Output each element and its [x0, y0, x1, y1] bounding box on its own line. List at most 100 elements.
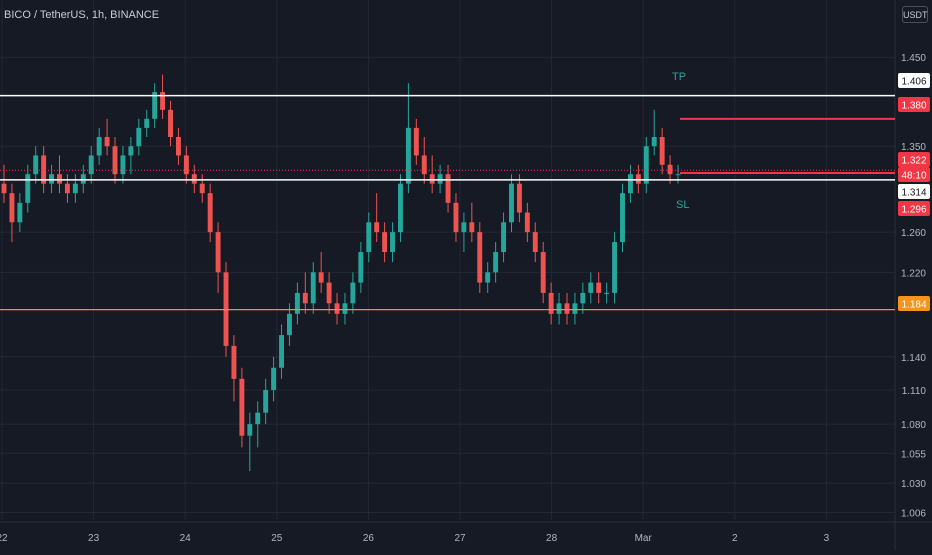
candle-body: [509, 183, 514, 223]
take_profit-price-tag: [898, 97, 930, 112]
currency-button[interactable]: USDT: [902, 6, 928, 23]
candle-body: [144, 118, 150, 128]
candle-body: [524, 212, 530, 233]
candle-body: [342, 303, 348, 314]
candles: [1, 74, 681, 472]
candle-body: [596, 282, 602, 293]
candle-body: [207, 193, 213, 233]
x-tick-label: Mar: [635, 533, 653, 544]
candle-body: [271, 367, 277, 391]
candle-body: [263, 390, 269, 413]
candle-body: [334, 303, 340, 314]
candle-body: [493, 252, 499, 273]
last-price-tag: [898, 152, 930, 167]
y-tick-label: 1.006: [901, 509, 926, 520]
candle-body: [516, 183, 522, 213]
candle-body: [667, 164, 673, 175]
candle-body: [429, 174, 435, 184]
candle-body: [287, 313, 292, 336]
candle-body: [279, 335, 284, 368]
last-price-label: 1.322: [901, 156, 926, 167]
candle-body: [25, 174, 31, 203]
candle-body: [390, 232, 395, 253]
candle-body: [350, 282, 356, 304]
candle-body: [128, 146, 134, 156]
resistance-price-label: 1.406: [901, 77, 926, 88]
candle-body: [80, 174, 86, 184]
candle-body: [49, 174, 55, 184]
time-axis[interactable]: 22232425262728Mar23: [0, 533, 830, 544]
candle-body: [191, 174, 197, 184]
candle-body: [501, 222, 507, 253]
candle-body: [112, 146, 118, 175]
candle-body: [382, 232, 388, 253]
price-axis[interactable]: 1.450 1.350 1.260 1.220 1.140 1.110 1.080 1.055…: [901, 53, 926, 519]
candle-body: [398, 183, 403, 233]
candle-body: [160, 92, 166, 110]
candle-body: [136, 127, 142, 147]
chart-title: BICO / TetherUS, 1h, BINANCE: [4, 9, 160, 21]
x-tick-label: 22: [0, 533, 8, 544]
candle-body: [239, 378, 245, 436]
candle-body: [72, 183, 78, 194]
candle-body: [104, 137, 110, 147]
candle-body: [302, 292, 308, 304]
candle-body: [620, 193, 625, 243]
candle-body: [659, 137, 665, 165]
x-tick-label: 2: [732, 533, 738, 544]
countdown-price-label: 48:10: [901, 171, 926, 182]
sl-annotation: SL: [676, 199, 689, 211]
candle-body: [374, 222, 380, 233]
candle-body: [9, 193, 15, 223]
take_profit-price-label: 1.380: [901, 101, 926, 112]
candle-body: [33, 155, 39, 175]
candle-body: [572, 303, 578, 314]
candle-body: [310, 272, 316, 304]
candle-body: [294, 292, 300, 314]
candle-body: [96, 137, 102, 156]
candle-body: [485, 272, 491, 283]
y-tick-label: 1.140: [901, 353, 926, 364]
x-tick-label: 3: [824, 533, 830, 544]
candle-body: [675, 174, 681, 176]
x-tick-label: 23: [88, 533, 100, 544]
candle-body: [57, 174, 62, 184]
y-tick-label: 1.110: [902, 386, 927, 397]
level-lines: TP SL: [0, 71, 895, 311]
candle-body: [643, 146, 649, 184]
countdown-price-tag: [898, 167, 930, 182]
candle-body: [532, 232, 538, 253]
x-tick-label: 25: [271, 533, 283, 544]
y-tick-label: 1.260: [901, 228, 926, 239]
y-tick-label: 1.080: [901, 420, 926, 431]
stop_loss-price-tag: [898, 201, 930, 216]
candle-body: [477, 232, 483, 283]
current_line-price-label: 1.314: [901, 188, 926, 199]
candle-body: [88, 155, 94, 175]
support-price-tag: [898, 296, 930, 311]
candle-body: [405, 127, 411, 184]
candle-body: [421, 155, 427, 175]
candle-body: [255, 412, 261, 425]
candle-body: [627, 174, 633, 194]
candle-body: [1, 183, 7, 194]
y-tick-label: 1.450: [901, 53, 926, 64]
candle-body: [120, 155, 126, 175]
candle-body: [231, 345, 237, 379]
candle-body: [366, 222, 372, 253]
x-tick-label: 28: [546, 533, 558, 544]
candle-body: [17, 202, 23, 223]
candle-body: [318, 272, 324, 283]
candle-body: [469, 222, 475, 233]
candle-body: [64, 183, 70, 194]
candle-body: [635, 174, 641, 184]
stop_loss-price-label: 1.296: [901, 205, 926, 216]
y-tick-label: 1.055: [901, 449, 926, 460]
support-price-label: 1.184: [901, 300, 926, 311]
x-tick-label: 27: [454, 533, 466, 544]
candle-body: [41, 155, 47, 184]
